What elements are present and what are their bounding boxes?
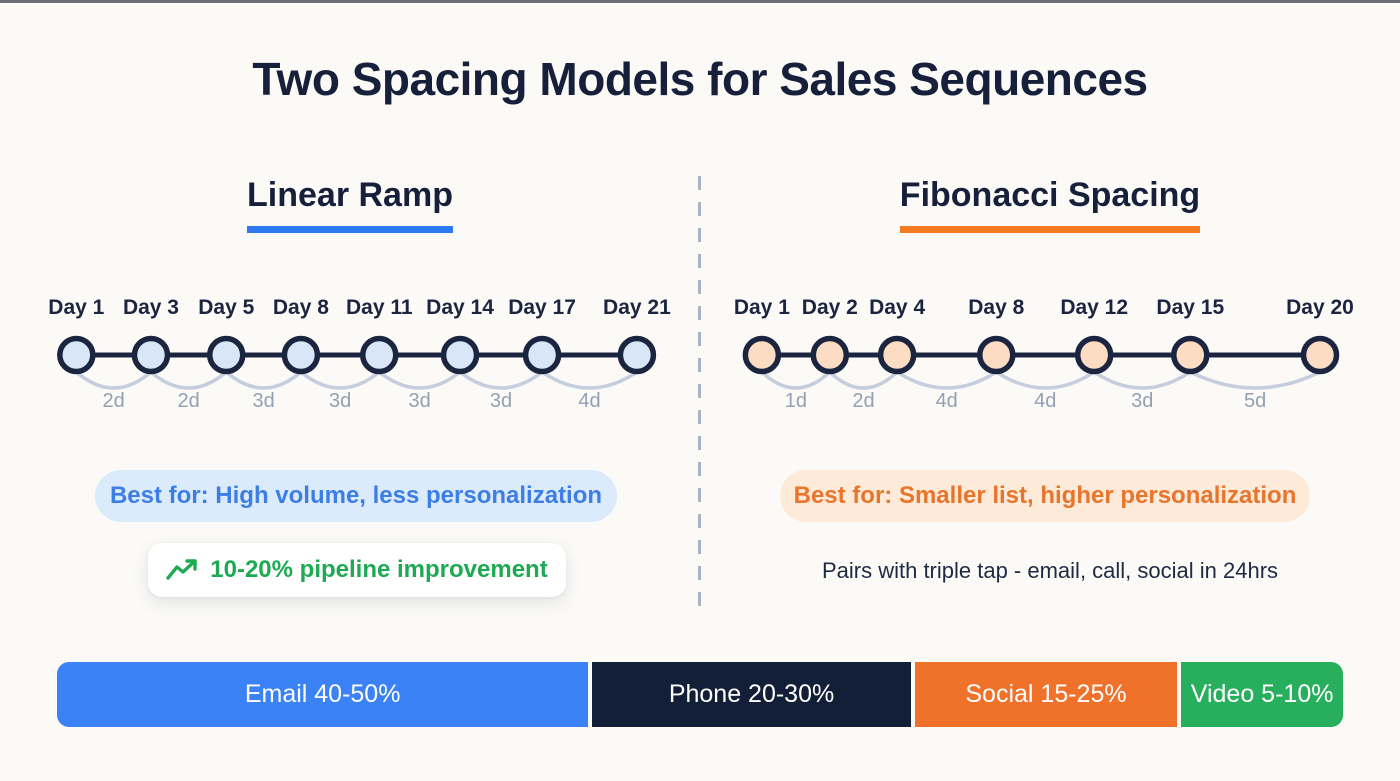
- fibonacci-spacing-header: Fibonacci Spacing: [700, 176, 1400, 233]
- timeline-node: [617, 335, 657, 375]
- timeline-graphic: [57, 335, 657, 390]
- gap-label: 3d: [252, 390, 275, 412]
- gap-label: 2d: [177, 390, 200, 412]
- day-label: Day 17: [508, 296, 576, 319]
- gap-label: 3d: [489, 390, 513, 412]
- timeline-node: [742, 335, 782, 375]
- day-label: Day 12: [1060, 296, 1129, 319]
- gap-label: 4d: [935, 390, 958, 412]
- section-divider: [698, 176, 701, 608]
- timeline-node: [810, 335, 850, 375]
- gap-arc: [1188, 370, 1322, 390]
- gap-arc: [224, 370, 303, 390]
- gap-label: 4d: [578, 390, 601, 412]
- timeline-node: [877, 335, 917, 375]
- gap-arc: [458, 370, 544, 390]
- gap-label: 3d: [1131, 390, 1154, 412]
- channel-segment: Phone 20-30%: [592, 662, 911, 727]
- day-label: Day 11: [345, 296, 413, 319]
- gap-label: 5d: [1244, 390, 1267, 412]
- model-title-linear-ramp: Linear Ramp: [247, 176, 453, 233]
- timeline-graphic: [742, 335, 1340, 390]
- fibonacci-spacing-timeline: Day 1 Day 2 Day 4 Day 8 Day 12 Day 15 Day 20 1d…: [734, 296, 1354, 426]
- gap-arc: [377, 370, 462, 390]
- top-edge-line: [0, 0, 1400, 3]
- day-label: Day 1: [733, 296, 790, 319]
- channel-segment: Social 15-25%: [914, 662, 1178, 727]
- fibonacci-spacing-panel: Fibonacci Spacing Day 1 Day 2 Day 4 Day 8 Da…: [700, 0, 1400, 781]
- linear-ramp-timeline: Day 1 Day 3 Day 5 Day 8 Day 11 Day 14 Day 17 Da…: [48, 296, 670, 426]
- timeline-node: [440, 335, 480, 375]
- best-for-pill-fibonacci: Best for: Smaller list, higher personali…: [780, 470, 1310, 522]
- day-label: Day 14: [426, 296, 494, 319]
- model-title-fibonacci-spacing: Fibonacci Spacing: [899, 176, 1201, 233]
- gap-label: 4d: [1034, 390, 1057, 412]
- gap-arc: [828, 370, 899, 390]
- timeline-node: [977, 335, 1016, 375]
- day-label: Day 4: [869, 296, 926, 319]
- gap-arc: [994, 370, 1096, 390]
- day-label: Day 2: [801, 296, 858, 319]
- day-label: Day 5: [198, 296, 255, 319]
- page-title: Two Spacing Models for Sales Sequences: [252, 53, 1148, 105]
- gap-arc: [74, 370, 153, 390]
- gap-label: 2d: [102, 390, 125, 412]
- timeline-node: [57, 335, 96, 375]
- channel-segment: Email 40-50%: [57, 662, 589, 727]
- gap-label: 3d: [328, 390, 352, 412]
- gap-arc: [540, 370, 639, 390]
- day-label: Day 8: [272, 296, 329, 319]
- best-for-pill-linear: Best for: High volume, less personalizat…: [95, 470, 617, 522]
- timeline-node: [1171, 335, 1210, 375]
- timeline-node: [207, 335, 246, 375]
- gap-label: 3d: [408, 390, 431, 412]
- gap-arc: [895, 370, 999, 390]
- gap-label: 1d: [784, 390, 807, 412]
- trending-up-icon: [166, 559, 197, 580]
- linear-ramp-panel: Linear Ramp Day 1 Day 3 Day 5 Day 8 Day 11 Da…: [0, 176, 700, 597]
- day-label: Day 3: [122, 296, 179, 319]
- day-label: Day 8: [968, 296, 1025, 319]
- gap-arc: [760, 370, 832, 390]
- gap-arc: [1092, 370, 1193, 390]
- gap-arc: [299, 370, 382, 390]
- timeline-node: [281, 335, 321, 375]
- gap-arc: [149, 370, 229, 390]
- day-label: Day 1: [48, 296, 105, 319]
- timeline-node: [1300, 335, 1340, 375]
- linear-ramp-header: Linear Ramp: [0, 176, 700, 233]
- day-label: Day 15: [1156, 296, 1225, 319]
- gap-label: 2d: [852, 390, 875, 412]
- triple-tap-note: Pairs with triple tap - email, call, soc…: [821, 558, 1279, 583]
- day-label: Day 20: [1286, 296, 1354, 319]
- timeline-node: [1074, 335, 1114, 375]
- channel-segment: Video 5-10%: [1181, 662, 1343, 727]
- timeline-node: [522, 335, 562, 375]
- timeline-node: [360, 335, 399, 375]
- day-label: Day 21: [603, 296, 671, 319]
- pipeline-improvement-card: 10-20% pipeline improvement: [148, 543, 566, 597]
- pipeline-improvement-text: 10-20% pipeline improvement: [210, 556, 548, 583]
- channel-mix-bar: Email 40-50% Phone 20-30% Social 15-25% Vid…: [57, 662, 1343, 727]
- timeline-node: [131, 335, 171, 375]
